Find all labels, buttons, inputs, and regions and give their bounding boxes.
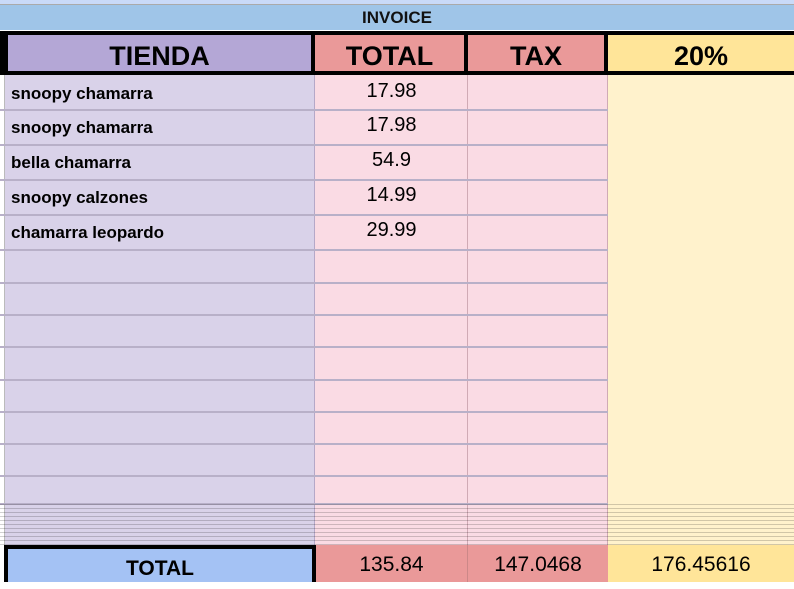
header-tax[interactable]: TAX (468, 31, 608, 75)
header-total[interactable]: TOTAL (315, 31, 468, 75)
row-gridline (0, 411, 608, 413)
row-gridline (0, 144, 608, 146)
row-gridline (0, 214, 608, 216)
row-gridline (0, 346, 608, 348)
footer-total-label[interactable]: TOTAL (4, 545, 316, 582)
footer-tax-value[interactable]: 147.0468 (468, 545, 608, 582)
row-store[interactable]: snoopy calzones (11, 188, 148, 207)
row-store[interactable]: snoopy chamarra (11, 84, 153, 103)
row-store[interactable]: chamarra leopardo (11, 223, 165, 242)
row-gridline (0, 282, 608, 284)
row-gridline (0, 475, 608, 477)
footer-pct-value[interactable]: 176.45616 (608, 545, 794, 582)
row-total[interactable]: 54.9 (372, 149, 411, 171)
row-gridline (0, 249, 608, 251)
total-column (315, 75, 468, 545)
frozen-rows-divider (0, 504, 794, 545)
tax-column (468, 75, 608, 545)
row-gridline (0, 314, 608, 316)
row-gridline (0, 443, 608, 445)
row-total[interactable]: 17.98 (366, 114, 417, 136)
grid-top-strip (0, 0, 794, 5)
row-store[interactable]: snoopy chamarra (11, 118, 153, 137)
row-total[interactable]: 17.98 (366, 80, 417, 102)
invoice-title[interactable]: INVOICE (0, 5, 794, 30)
row-gridline (0, 379, 608, 381)
header-tienda[interactable]: TIENDA (4, 31, 315, 75)
row-gridline (0, 179, 608, 181)
row-gridline (0, 109, 608, 111)
row-store[interactable]: bella chamarra (11, 153, 132, 172)
pct-column (608, 75, 794, 545)
tienda-column (5, 75, 315, 545)
footer-total-value[interactable]: 135.84 (316, 545, 468, 582)
row-total[interactable]: 14.99 (366, 184, 417, 206)
row-gutter (0, 75, 5, 545)
row-total[interactable]: 29.99 (366, 219, 417, 241)
header-20pct[interactable]: 20% (608, 31, 794, 75)
row-gridline (0, 503, 608, 505)
